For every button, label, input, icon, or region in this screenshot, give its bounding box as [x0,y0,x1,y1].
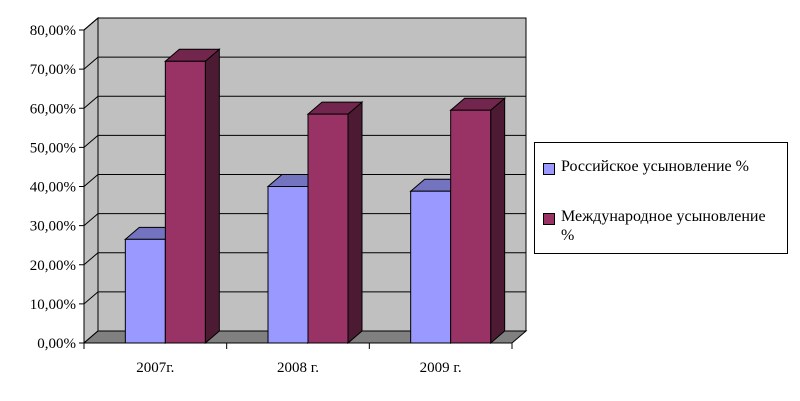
axis-labels: 0,00% 10,00% 20,00% 30,00% 40,00% 50,00% 60,00… [30,23,462,376]
x-tick-label: 2009 г. [420,360,462,376]
y-tick-label: 50,00% [30,140,76,156]
legend-item-international: Международное усыновление % [543,207,781,245]
y-tick-label: 10,00% [30,297,76,313]
x-tick-label: 2008 г. [277,360,319,376]
legend: Российское усыновление % Международное у… [534,142,788,254]
y-tick-label: 30,00% [30,219,76,235]
gridlines [83,17,526,344]
legend-swatch-russian [543,163,555,175]
gridline [83,291,526,305]
y-tick-label: 20,00% [30,258,76,274]
gridline [83,252,526,266]
gridline [83,95,526,109]
x-tick-label: 2007г. [136,360,174,376]
gridline [83,174,526,187]
y-tick-label: 80,00% [30,23,76,39]
bars [123,48,507,345]
bar [449,97,507,345]
y-tick-label: 70,00% [30,62,76,78]
legend-label-international: Международное усыновление % [561,208,766,244]
bar [306,101,364,345]
y-tick-label: 40,00% [30,180,76,196]
gridline [83,213,526,227]
gridline [83,134,526,148]
legend-label-russian: Российское усыновление % [561,158,749,175]
bar [163,48,221,345]
gridline [83,56,526,70]
legend-swatch-international [543,213,555,225]
y-tick-label: 60,00% [30,101,76,117]
legend-item-russian: Российское усыновление % [543,157,781,176]
gridline [83,17,526,31]
y-tick-label: 0,00% [37,336,76,352]
